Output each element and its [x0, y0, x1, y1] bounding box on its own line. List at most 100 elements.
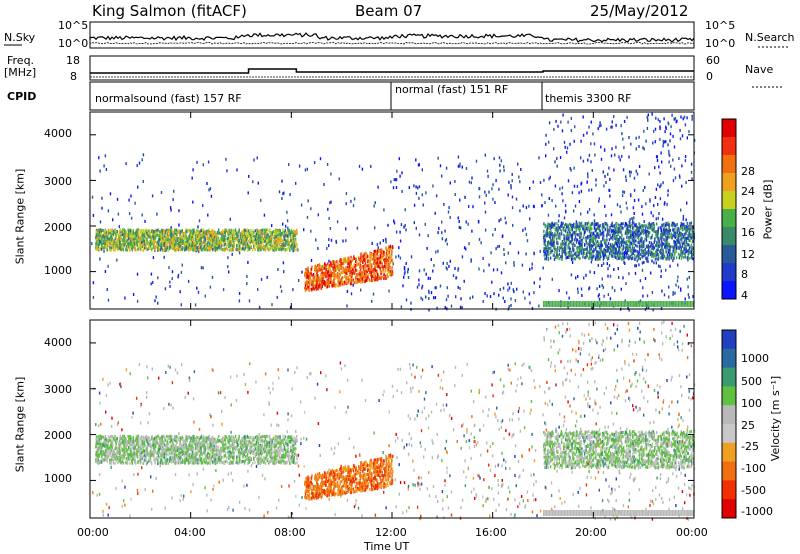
- feature-cell: [97, 237, 99, 241]
- feature-cell: [296, 243, 298, 246]
- feature-cell: [332, 270, 335, 274]
- feature-cell: [237, 248, 239, 252]
- scatter-cell: [560, 120, 562, 124]
- feature-cell: [684, 253, 686, 257]
- feature-cell: [204, 248, 206, 252]
- feature-cell: [154, 235, 156, 239]
- feature-cell: [159, 230, 161, 234]
- feature-cell: [376, 252, 379, 256]
- scatter-cell: [657, 118, 659, 122]
- scatter-cell: [271, 224, 273, 228]
- feature-cell: [331, 272, 334, 276]
- scatter-cell: [459, 226, 462, 230]
- scatter-cell: [403, 272, 406, 276]
- feature-cell: [289, 236, 292, 240]
- feature-cell: [290, 230, 292, 233]
- feature-cell: [157, 242, 160, 246]
- scatter-cell: [459, 287, 461, 290]
- scatter-cell: [393, 221, 396, 225]
- scatter-cell: [605, 181, 607, 184]
- feature-cell: [595, 247, 597, 251]
- feature-cell: [340, 258, 342, 262]
- feature-cell: [257, 246, 259, 250]
- scatter-cell: [169, 280, 171, 284]
- feature-cell: [159, 244, 161, 248]
- feature-cell: [119, 241, 121, 245]
- feature-cell: [260, 229, 263, 233]
- feature-cell: [364, 280, 366, 283]
- feature-cell: [193, 247, 195, 251]
- feature-cell: [325, 264, 327, 267]
- feature-cell: [380, 252, 382, 256]
- feature-cell: [683, 232, 685, 236]
- feature-cell: [113, 240, 115, 244]
- feature-cell: [197, 234, 199, 238]
- feature-cell: [305, 275, 307, 279]
- feature-cell: [598, 229, 601, 233]
- velocity-cb-tick-500: 500: [741, 375, 762, 388]
- feature-cell: [244, 229, 246, 233]
- scatter-cell: [132, 293, 135, 296]
- feature-cell: [677, 238, 680, 242]
- scatter-cell: [484, 190, 486, 194]
- scatter-cell: [562, 113, 564, 117]
- feature-cell: [188, 243, 190, 247]
- feature-cell: [283, 234, 285, 238]
- feature-cell: [680, 256, 683, 260]
- feature-cell: [193, 242, 196, 246]
- feature-cell: [388, 270, 390, 274]
- feature-cell: [191, 238, 194, 242]
- feature-cell: [373, 272, 375, 276]
- scatter-cell: [105, 168, 108, 171]
- scatter-cell: [587, 175, 589, 179]
- feature-cell: [271, 246, 273, 250]
- feature-cell: [580, 224, 583, 228]
- scatter-cell: [404, 270, 406, 274]
- scatter-cell: [107, 298, 110, 302]
- feature-cell: [323, 280, 325, 283]
- feature-cell: [137, 238, 139, 242]
- feature-cell: [207, 244, 209, 248]
- feature-cell: [228, 228, 230, 232]
- feature-cell: [364, 265, 367, 269]
- feature-cell: [367, 264, 369, 268]
- scatter-cell: [659, 137, 661, 141]
- feature-cell: [363, 275, 366, 279]
- scatter-cell: [211, 275, 214, 279]
- scatter-cell: [231, 252, 233, 256]
- feature-cell: [201, 230, 203, 233]
- feature-cell: [348, 262, 350, 266]
- scatter-cell: [595, 183, 597, 187]
- scatter-cell: [610, 213, 613, 217]
- scatter-cell: [655, 217, 657, 221]
- feature-cell: [370, 271, 373, 275]
- feature-cell: [195, 247, 197, 251]
- scatter-cell: [539, 285, 541, 289]
- feature-cell: [162, 237, 165, 241]
- scatter-cell: [405, 262, 407, 265]
- feature-cell: [664, 233, 667, 237]
- feature-cell: [366, 264, 368, 268]
- feature-cell: [264, 230, 266, 234]
- feature-cell: [332, 267, 334, 271]
- feature-cell: [653, 252, 655, 256]
- feature-cell: [352, 278, 354, 282]
- scatter-cell: [438, 226, 440, 230]
- feature-cell: [178, 245, 180, 249]
- scatter-cell: [196, 160, 198, 164]
- feature-cell: [209, 245, 211, 249]
- feature-cell: [590, 226, 592, 230]
- feature-cell: [265, 243, 268, 247]
- scatter-cell: [404, 223, 406, 227]
- scatter-cell: [177, 273, 180, 277]
- feature-cell: [173, 247, 176, 251]
- feature-cell: [685, 232, 687, 235]
- feature-cell: [295, 237, 297, 241]
- scatter-cell: [459, 164, 461, 168]
- feature-cell: [278, 243, 281, 247]
- feature-cell: [377, 277, 380, 281]
- feature-cell: [363, 263, 366, 267]
- feature-cell: [578, 256, 580, 259]
- scatter-cell: [170, 233, 173, 237]
- feature-cell: [222, 232, 225, 236]
